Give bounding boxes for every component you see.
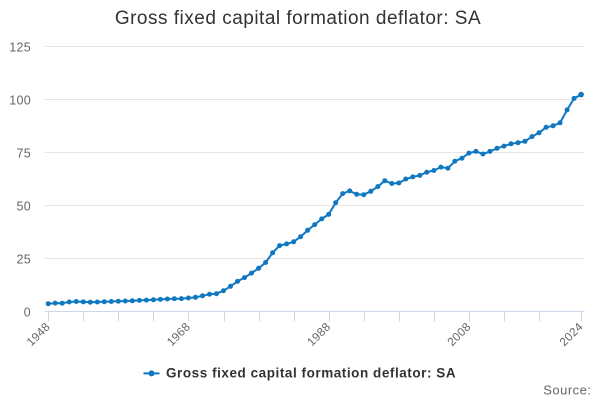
svg-text:Source:: Source: <box>543 382 591 397</box>
svg-text:Gross fixed capital formation: Gross fixed capital formation deflator: … <box>166 366 456 381</box>
svg-text:75: 75 <box>16 147 31 161</box>
svg-text:50: 50 <box>16 200 31 214</box>
svg-text:100: 100 <box>9 94 31 108</box>
svg-text:125: 125 <box>9 41 31 55</box>
svg-text:Gross fixed capital formation: Gross fixed capital formation deflator: … <box>115 8 481 29</box>
svg-text:0: 0 <box>24 306 31 320</box>
svg-text:25: 25 <box>16 253 31 267</box>
